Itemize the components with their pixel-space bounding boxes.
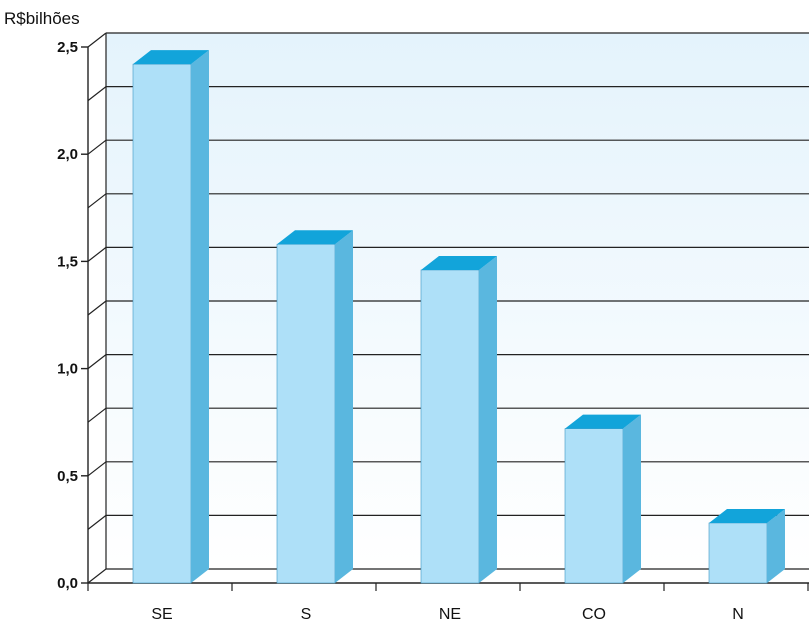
gridline-depth [87,514,107,530]
bar-top [709,508,785,523]
gridline-depth [87,354,107,370]
gridline-depth [87,86,107,102]
y-tick-label: 0,5 [57,468,78,485]
bar-side [191,50,209,584]
y-axis-unit-label: R$bilhões [4,9,80,28]
bar-top [565,414,641,429]
bar-side [335,230,353,584]
x-tick-label: S [301,606,312,623]
gridline-depth [87,461,107,477]
bar-top [421,255,497,270]
bar-se [132,50,209,584]
x-tick-label: N [732,606,744,623]
y-tick-label: 1,0 [57,361,78,378]
bar-front [708,522,768,584]
bars [132,50,785,584]
y-tick-label: 2,5 [57,39,78,56]
x-tick-label: CO [582,606,606,623]
y-tick-label: 0,0 [57,575,78,592]
y-tick-label: 2,0 [57,146,78,163]
bar-side [767,508,785,583]
gridline-depth [87,193,107,209]
bar-s [276,230,353,584]
bar-front [132,63,192,584]
bar-co [564,414,641,584]
x-tick-label: NE [439,606,461,623]
bar-top [277,230,353,245]
gridline-depth [87,407,107,423]
x-tick-label: SE [151,606,172,623]
y-tick-labels: 0,0 0,5 1,0 1,5 2,0 2,5 [57,39,78,592]
bar-front [564,428,624,584]
bar-n [708,508,785,584]
gridline-depth [87,300,107,316]
y-tick-label: 1,5 [57,253,78,270]
gridline-depth [87,32,107,48]
gridline-depth [87,568,107,584]
bar-top [133,50,209,65]
x-tick-labels: SE S NE CO N [151,606,743,623]
gridline-depth [87,246,107,262]
bar-front [276,243,336,584]
bar-front [420,269,480,584]
bar-side [623,414,641,583]
bar-ne [420,255,497,584]
gridline-depth [87,139,107,155]
bar-side [479,255,497,583]
